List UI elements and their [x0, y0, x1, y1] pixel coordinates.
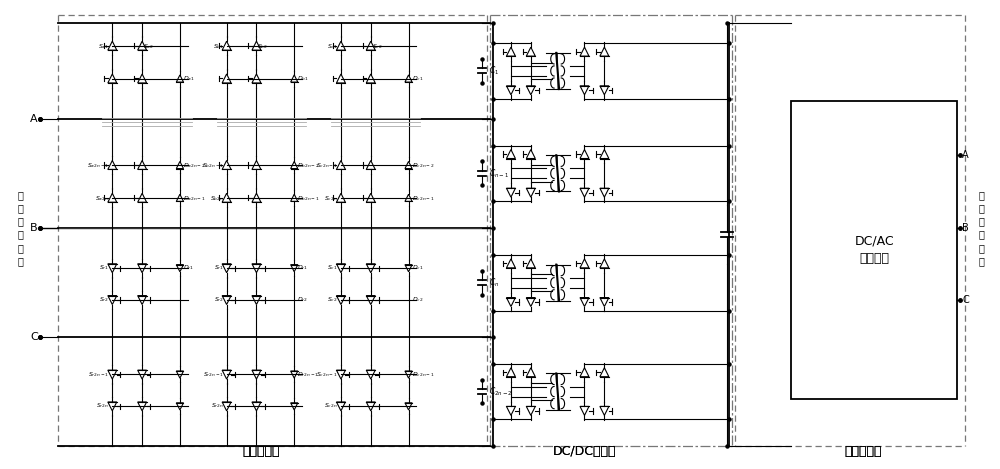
Text: $C_n$: $C_n$	[489, 276, 499, 289]
Text: 高压整流级: 高压整流级	[243, 445, 280, 458]
Text: $D_{r2}$: $D_{r2}$	[297, 295, 308, 304]
Text: $C_1$: $C_1$	[489, 65, 499, 77]
Text: $S_{c2n-1}$: $S_{c2n-1}$	[316, 161, 338, 170]
Text: 三
相
低
压
输
出: 三 相 低 压 输 出	[978, 190, 984, 266]
Bar	[791, 101, 957, 399]
Text: $D_{a1}$: $D_{a1}$	[183, 75, 195, 83]
Text: $S_{b2n-1}$: $S_{b2n-1}$	[202, 161, 224, 170]
Text: $S_{r2n}$: $S_{r2n}$	[211, 401, 224, 410]
Text: $S_{r2}$: $S_{r2}$	[214, 295, 224, 304]
Text: $S_{c2}$: $S_{c2}$	[372, 42, 382, 51]
Text: $D_{c2}$: $D_{c2}$	[412, 295, 423, 304]
Text: $D_{b1}$: $D_{b1}$	[297, 75, 309, 83]
Text: $S_{r1}$: $S_{r1}$	[214, 264, 224, 272]
Text: $D_{c1}$: $D_{c1}$	[412, 75, 423, 83]
Text: $D_{r2n-1}$: $D_{r2n-1}$	[297, 370, 319, 378]
Text: $D_{a2n-2}$: $D_{a2n-2}$	[183, 161, 206, 170]
Text: DC/DC变换级: DC/DC变换级	[553, 445, 616, 458]
Text: B: B	[30, 223, 38, 233]
Text: $S_{a2n-1}$: $S_{a2n-1}$	[87, 161, 109, 170]
Text: $S_{a2}$: $S_{a2}$	[143, 42, 154, 51]
Text: $S_{c1}$: $S_{c1}$	[327, 264, 338, 272]
Text: $S_{r1}$: $S_{r1}$	[99, 264, 109, 272]
Text: $D_{a2n-1}$: $D_{a2n-1}$	[183, 194, 206, 203]
Text: C: C	[30, 333, 38, 342]
Text: $S_{c2}$: $S_{c2}$	[327, 295, 338, 304]
Text: DC/DC变换级: DC/DC变换级	[553, 445, 616, 458]
Text: $D_{b2n-2}$: $D_{b2n-2}$	[297, 161, 320, 170]
Text: $C_{n-1}$: $C_{n-1}$	[489, 167, 509, 180]
Text: $S_{b2n}$: $S_{b2n}$	[210, 194, 224, 203]
Text: $C_{2n-2}$: $C_{2n-2}$	[489, 386, 513, 398]
Text: $D_{c2n-1}$: $D_{c2n-1}$	[412, 194, 434, 203]
Text: $D_{c2n-1}$: $D_{c2n-1}$	[412, 370, 434, 378]
Text: $D_{c1}$: $D_{c1}$	[412, 264, 423, 272]
Text: A: A	[962, 151, 969, 160]
Text: DC/AC
逆变电路: DC/AC 逆变电路	[854, 234, 894, 265]
Text: $D_{r1}$: $D_{r1}$	[183, 264, 194, 272]
Text: A: A	[30, 113, 38, 124]
Text: $S_{b2}$: $S_{b2}$	[257, 42, 269, 51]
Text: $S_{c2n}$: $S_{c2n}$	[324, 401, 338, 410]
Text: $S_{c1}$: $S_{c1}$	[327, 42, 338, 51]
Text: 低压逆变级: 低压逆变级	[844, 445, 882, 458]
Text: $D_{c2n-2}$: $D_{c2n-2}$	[412, 161, 434, 170]
Text: $D_{b2n-1}$: $D_{b2n-1}$	[297, 194, 320, 203]
Text: $S_{r2}$: $S_{r2}$	[99, 295, 109, 304]
Text: 三
相
高
压
输
入: 三 相 高 压 输 入	[18, 190, 24, 266]
Text: $S_{b1}$: $S_{b1}$	[213, 42, 224, 51]
Text: $S_{r2n-1}$: $S_{r2n-1}$	[203, 370, 224, 378]
Text: C: C	[962, 295, 969, 304]
Text: $S_{a1}$: $S_{a1}$	[98, 42, 109, 51]
Text: $S_{r2n}$: $S_{r2n}$	[96, 401, 109, 410]
Text: $S_{c2n-1}$: $S_{c2n-1}$	[316, 370, 338, 378]
Text: 低压逆变级: 低压逆变级	[844, 445, 882, 458]
Text: B: B	[962, 223, 969, 233]
Text: $S_{a2n}$: $S_{a2n}$	[95, 194, 109, 203]
Text: 高压整流级: 高压整流级	[243, 445, 280, 458]
Text: $D_{r1}$: $D_{r1}$	[297, 264, 308, 272]
Text: $S_{r2n-1}$: $S_{r2n-1}$	[88, 370, 109, 378]
Text: $S_{c2n}$: $S_{c2n}$	[324, 194, 338, 203]
